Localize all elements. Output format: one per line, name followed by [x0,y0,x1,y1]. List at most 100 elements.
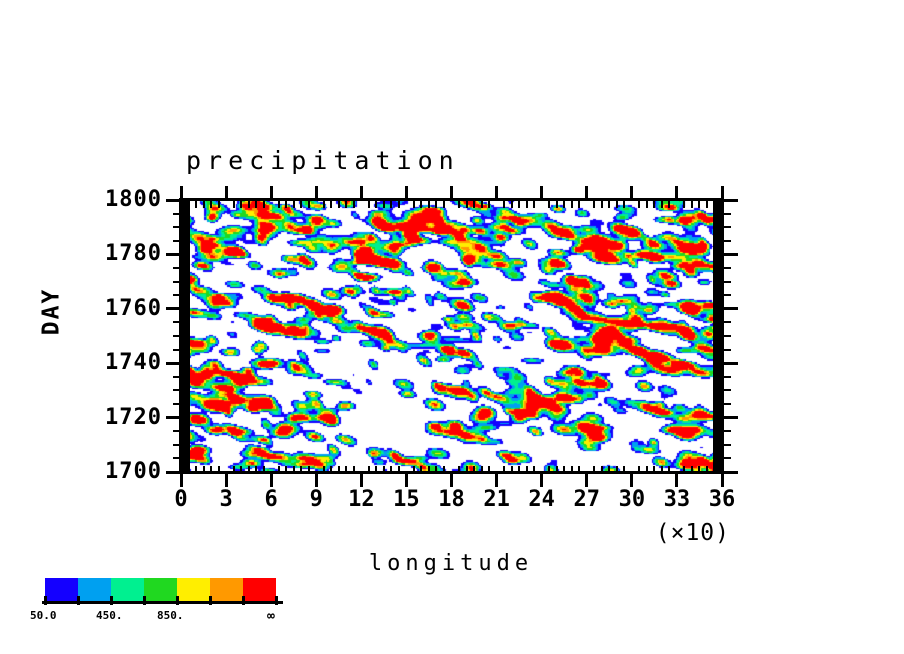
x-axis-major-tick [675,186,679,200]
y-axis-minor-tick [724,294,731,297]
x-axis-minor-tick [195,201,198,208]
x-axis-major-tick [404,473,408,487]
x-axis-minor-tick [277,201,280,208]
y-axis-minor-tick [724,389,731,392]
x-axis-minor-tick [623,201,626,208]
x-axis-minor-tick [300,466,303,473]
y-axis-minor-tick [173,375,180,378]
colorbar-tick [275,596,278,605]
x-axis-minor-tick [548,466,551,473]
x-axis-minor-tick [240,201,243,208]
x-axis-tick-label: 12 [348,487,375,512]
colorbar-swatch-cyan-blue [78,578,111,601]
x-axis-minor-tick [322,201,325,208]
x-axis-minor-tick [525,466,528,473]
y-axis-minor-tick [724,267,731,269]
x-axis-minor-tick [442,201,445,208]
axis-line-right [721,198,724,474]
y-axis-minor-tick [724,280,731,283]
precipitation-heatmap [181,200,722,472]
y-axis-major-tick [166,198,180,202]
y-axis-minor-tick [173,239,180,242]
x-axis-minor-tick [615,201,618,208]
y-axis-tick-label: 1800 [105,187,162,212]
x-axis-minor-tick [210,466,213,473]
x-axis-minor-tick [412,466,415,473]
plot-area [181,200,722,472]
colorbar-tick [44,596,47,605]
x-axis-minor-tick [352,201,355,208]
x-axis-minor-tick [262,201,265,208]
y-axis-major-tick [724,198,738,202]
y-axis-major-tick [166,307,180,311]
y-axis-major-tick [166,470,180,474]
x-axis-minor-tick [322,466,325,473]
x-axis-minor-tick [548,201,551,208]
y-axis-minor-tick [724,335,731,337]
x-axis-minor-tick [232,201,235,208]
x-axis-minor-tick [330,201,333,208]
x-axis-minor-tick [345,466,348,473]
x-axis-minor-tick [382,466,385,473]
y-axis-tick-label: 1740 [105,350,162,376]
x-axis-minor-tick [187,201,190,208]
x-axis-minor-tick [367,466,370,473]
y-axis-minor-tick [724,239,731,242]
x-axis-minor-tick [382,201,385,208]
x-axis-minor-tick [217,201,220,208]
x-axis-minor-tick [473,466,476,473]
x-axis-minor-tick [645,201,648,208]
x-axis-minor-tick [427,466,430,473]
x-axis-minor-tick [397,466,400,473]
y-axis-minor-tick [724,457,731,460]
colorbar-swatch-yellow [177,578,210,601]
x-axis-tick-label: 18 [438,487,465,512]
x-axis-minor-tick [690,201,693,208]
x-axis-minor-tick [390,466,393,473]
colorbar-swatch-blue [45,578,78,601]
x-axis-minor-tick [578,201,581,208]
x-axis-minor-tick [337,466,340,473]
x-axis-major-tick [630,186,634,200]
y-axis-major-tick [724,361,738,365]
x-axis-minor-tick [698,466,701,473]
colorbar-swatch-red [243,578,276,601]
y-axis-major-tick [724,252,738,256]
x-axis-minor-tick [427,201,430,208]
x-axis-minor-tick [518,466,521,473]
x-axis-tick-label: 15 [393,487,420,512]
x-axis-major-tick [585,186,589,200]
x-axis-major-tick [540,473,544,487]
x-axis-minor-tick [255,201,258,208]
y-axis-minor-tick [724,321,731,324]
x-axis-major-tick [585,473,589,487]
x-axis-minor-tick [570,201,573,208]
x-axis-major-tick [630,473,634,487]
x-axis-minor-tick [480,466,483,473]
x-axis-minor-tick [600,201,603,208]
x-axis-minor-tick [202,466,205,473]
x-axis-major-tick [720,473,724,487]
x-axis-minor-tick [442,466,445,473]
x-axis-minor-tick [570,466,573,473]
x-axis-minor-tick [488,466,491,473]
x-axis-minor-tick [247,201,250,208]
x-axis-minor-tick [555,466,558,473]
x-axis-minor-tick [465,201,468,208]
colorbar-tick [209,596,212,605]
y-axis-minor-tick [173,457,180,460]
x-axis-minor-tick [292,201,295,208]
x-axis-major-tick [540,186,544,200]
x-axis-minor-tick [600,466,603,473]
x-axis-major-tick [675,473,679,487]
x-axis-minor-tick [645,466,648,473]
x-axis-major-tick [269,473,273,487]
x-axis-minor-tick [525,201,528,208]
x-axis-minor-tick [187,466,190,473]
colorbar-swatch-spring-green [111,578,144,601]
axis-line-bottom [181,471,724,474]
y-axis-minor-tick [173,389,180,392]
y-axis-minor-tick [173,267,180,269]
x-axis-minor-tick [285,466,288,473]
